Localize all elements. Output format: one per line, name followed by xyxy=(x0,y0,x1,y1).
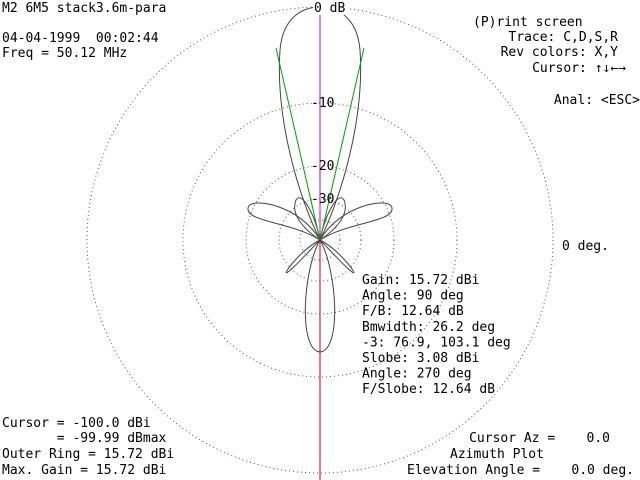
footer-text: Cursor Az = 0.0 xyxy=(469,431,610,446)
side-lobe xyxy=(294,197,321,242)
menu-item[interactable]: Trace: C,D,S,R xyxy=(508,30,618,45)
label-bg xyxy=(313,1,349,15)
pattern xyxy=(247,6,393,353)
stat-line: Gain: 15.72 dBi xyxy=(362,273,479,288)
footer-text: Elevation Angle = 0.0 deg. xyxy=(407,463,634,478)
side-lobe xyxy=(319,239,355,274)
ring-label: 0 dB xyxy=(314,1,345,16)
stat-line: F/B: 12.64 dB xyxy=(362,304,464,319)
footer-text: Cursor = -100.0 dBi xyxy=(2,416,151,431)
ring xyxy=(86,6,554,474)
ring xyxy=(299,219,341,261)
side-lobe xyxy=(319,197,346,242)
stat-line: Bmwidth: 26.2 deg xyxy=(362,320,495,335)
stat-line: Angle: 270 deg xyxy=(362,367,472,382)
stat-line: Slobe: 3.08 dBi xyxy=(362,351,479,366)
datetime: 04-04-1999 00:02:44 xyxy=(2,31,159,46)
menu-item[interactable]: Anal: <ESC> xyxy=(554,93,640,108)
beamwidth-line xyxy=(319,47,365,241)
menu-item[interactable]: Cursor: ↑↓←→ xyxy=(532,61,626,76)
stat-line: F/Slobe: 12.64 dB xyxy=(362,382,495,397)
footer-text: = -99.99 dBmax xyxy=(2,431,167,446)
stat-line: -3: 76.9, 103.1 deg xyxy=(362,335,511,350)
freq: Freq = 50.12 MHz xyxy=(2,46,127,61)
angle-label: 0 deg. xyxy=(562,239,609,254)
footer-text: Azimuth Plot xyxy=(450,447,544,462)
title: M2 6M5 stack3.6m-para xyxy=(2,1,166,16)
ring xyxy=(182,102,458,378)
menu-item[interactable]: (P)rint screen xyxy=(473,15,583,30)
menu-item[interactable]: Rev colors: X,Y xyxy=(501,45,619,60)
ring-label: -30 xyxy=(311,192,334,207)
ring-label: -10 xyxy=(311,96,334,111)
footer-text: Outer Ring = 15.72 dBi xyxy=(2,447,174,462)
ring-label: -20 xyxy=(311,159,334,174)
stat-line: Angle: 90 deg xyxy=(362,289,464,304)
footer-text: Max. Gain = 15.72 dBi xyxy=(2,463,166,478)
beamwidth-line xyxy=(275,47,321,241)
side-lobe xyxy=(285,239,321,274)
